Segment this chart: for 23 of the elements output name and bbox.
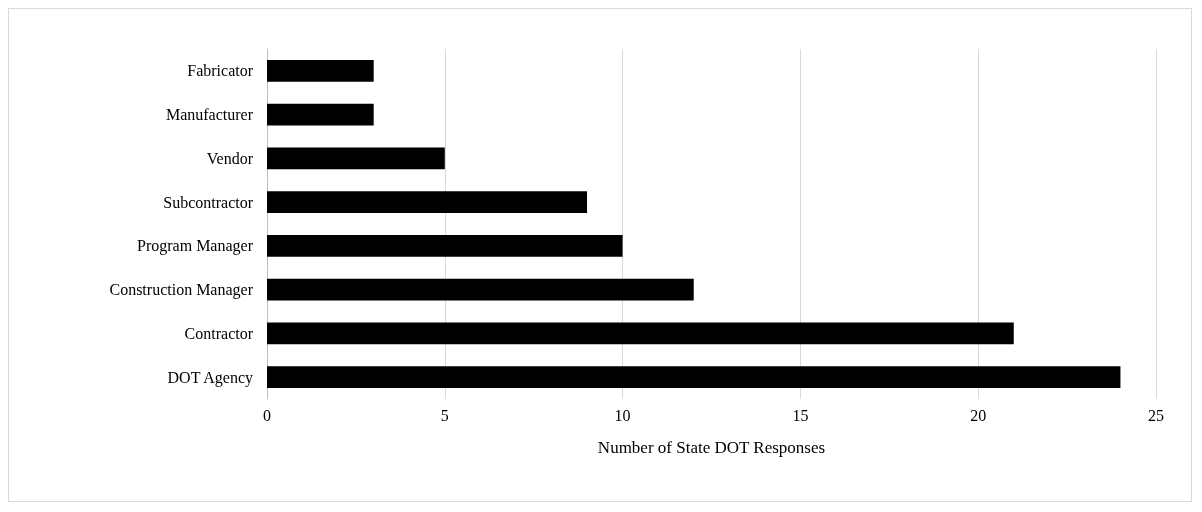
bar [267,103,374,126]
bar [267,191,588,214]
x-tick-label: 10 [614,406,631,424]
bar [267,278,694,301]
x-tick-label: 20 [970,406,987,424]
bar [267,234,623,257]
x-tick-label: 0 [263,406,271,424]
y-tick-label: Vendor [206,149,254,167]
bar [267,366,1121,389]
bar [267,322,1014,345]
y-tick-label: Fabricator [187,62,254,80]
x-tick-label: 5 [440,406,449,424]
y-tick-label: Manufacturer [165,106,254,124]
y-tick-label: Program Manager [137,237,254,256]
bar [267,147,445,170]
x-tick-label: 25 [1148,406,1164,424]
bar [267,59,374,82]
y-tick-label: Contractor [184,324,254,342]
x-tick-label: 15 [792,406,809,424]
y-tick-label: Construction Manager [109,281,254,300]
y-tick-label: DOT Agency [167,368,253,387]
x-axis-title: Number of State DOT Responses [597,438,826,457]
y-tick-label: Subcontractor [163,193,254,211]
